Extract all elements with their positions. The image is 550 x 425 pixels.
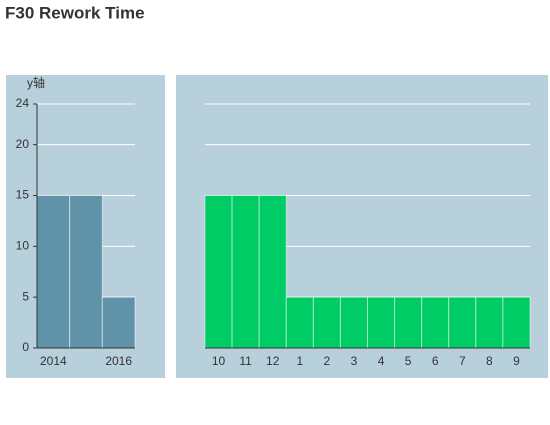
bar <box>475 296 504 349</box>
x-tick-label: 5 <box>405 354 412 368</box>
bar <box>421 296 450 349</box>
y-axis-label: y轴 <box>27 75 45 90</box>
y-tick-label: 15 <box>16 188 30 202</box>
x-tick-label: 2014 <box>40 354 67 368</box>
bar <box>258 195 287 349</box>
bar <box>367 296 396 349</box>
bar <box>502 296 531 349</box>
x-tick-label: 3 <box>351 354 358 368</box>
y-tick-label: 10 <box>16 239 30 253</box>
bar <box>36 195 71 349</box>
bar <box>394 296 423 349</box>
x-tick-label: 10 <box>212 354 226 368</box>
bar <box>204 195 233 349</box>
bar <box>101 296 136 349</box>
x-tick-label: 4 <box>378 354 385 368</box>
y-tick-label: 0 <box>22 340 29 354</box>
x-tick-label: 12 <box>266 354 280 368</box>
x-tick-label: 6 <box>432 354 439 368</box>
x-tick-label: 11 <box>239 354 252 368</box>
x-tick-label: 2 <box>324 354 331 368</box>
bar <box>312 296 341 349</box>
x-tick-label: 7 <box>459 354 466 368</box>
y-tick-label: 24 <box>16 96 30 110</box>
bar <box>339 296 368 349</box>
x-tick-label: 9 <box>513 354 520 368</box>
x-tick-label: 8 <box>486 354 493 368</box>
bar <box>69 195 103 349</box>
x-tick-label: 2016 <box>105 354 132 368</box>
bar <box>231 195 260 349</box>
page-title: F30 Rework Time <box>5 3 145 22</box>
y-tick-label: 20 <box>16 137 30 151</box>
x-tick-label: 1 <box>296 354 303 368</box>
y-tick-label: 5 <box>22 289 29 303</box>
bar <box>285 296 314 349</box>
bar <box>448 296 477 349</box>
